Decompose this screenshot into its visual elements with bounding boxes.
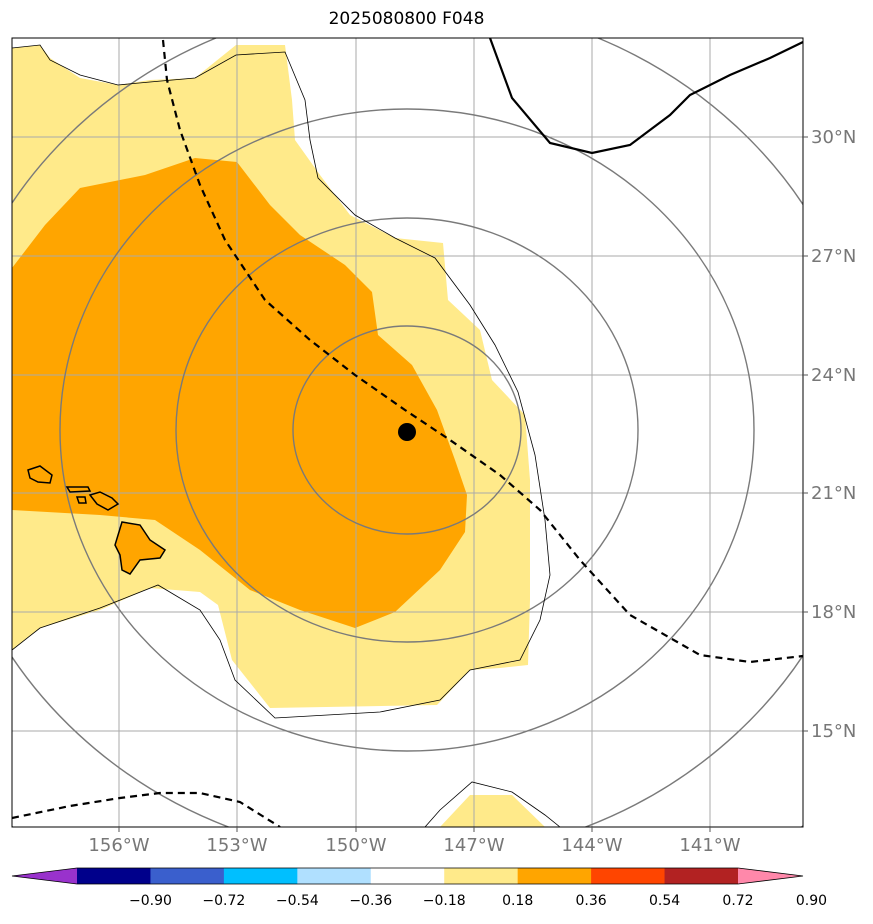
range-rings: [12, 38, 803, 827]
colorbar-tick-label: −0.36: [349, 893, 392, 909]
lat-label-18: 18°N: [811, 602, 856, 623]
lat-label-15: 15°N: [811, 721, 856, 742]
lon-label-144: 144°W: [561, 835, 622, 856]
storm-track-line: [161, 39, 803, 664]
lon-label-147: 147°W: [443, 835, 504, 856]
lon-label-156: 156°W: [88, 835, 149, 856]
storm-center-marker: [398, 423, 416, 441]
range-ring-3: [59, 108, 755, 752]
island-hawaii: [114, 521, 167, 575]
colorbar-tick-label: −0.90: [129, 893, 172, 909]
lon-label-150: 150°W: [325, 835, 386, 856]
lon-label-141: 141°W: [679, 835, 740, 856]
lat-label-27: 27°N: [811, 246, 856, 267]
colorbar-outline: [11, 867, 804, 885]
colorbar-segment: [517, 868, 592, 884]
colorbar-tick-label: −0.18: [423, 893, 466, 909]
colorbar-tick-label: 0.90: [796, 893, 827, 909]
forecast-map: 30°N 27°N 24°N 21°N 18°N 15°N 156°W 153°…: [11, 37, 856, 856]
hawaii-islands: [27, 465, 167, 575]
colorbar-tick-label: 0.72: [722, 893, 753, 909]
gridlines: [12, 38, 803, 827]
colorbar-segment: [664, 868, 739, 884]
colorbar-segment: [297, 868, 372, 884]
island-kauai: [27, 465, 53, 484]
colorbar-tick-label: 0.18: [502, 893, 533, 909]
island-molokai: [75, 496, 87, 504]
map-title: 2025080800 F048: [328, 9, 485, 29]
lat-label-24: 24°N: [811, 365, 856, 386]
lat-label-30: 30°N: [811, 127, 856, 148]
colorbar-tick-label: 0.54: [649, 893, 680, 909]
fill-region-orange: [12, 158, 467, 628]
colorbar-tick-label: 0.36: [576, 893, 607, 909]
lon-label-153: 153°W: [206, 835, 267, 856]
colorbar-extend-high: [738, 868, 803, 884]
range-ring-2: [175, 217, 639, 643]
lat-ticks: [803, 136, 808, 732]
colorbar-segment: [223, 868, 298, 884]
colorbar-segment: [150, 868, 225, 884]
dashed-line-south: [12, 791, 281, 827]
colorbar: −0.90 −0.72 −0.54 −0.36 −0.18 0.18 0.36 0.54 0.7…: [11, 867, 827, 909]
map-frame: [11, 37, 804, 828]
contour-outline-south: [424, 781, 561, 827]
solid-contour-line: [488, 38, 803, 155]
colorbar-tick-label: −0.72: [202, 893, 245, 909]
lon-ticks: [118, 827, 711, 832]
fill-region-light-south: [440, 795, 545, 827]
colorbar-extend-low: [12, 868, 77, 884]
range-ring-1: [292, 325, 522, 535]
colorbar-segment: [77, 868, 151, 884]
colorbar-tick-label: −0.54: [276, 893, 319, 909]
contour-outline: [12, 44, 551, 719]
island-oahu: [65, 486, 92, 493]
colorbar-segment: [591, 868, 666, 884]
colorbar-segment: [444, 868, 519, 884]
island-maui: [88, 491, 120, 511]
lat-label-21: 21°N: [811, 483, 856, 504]
colorbar-segment: [370, 868, 445, 884]
